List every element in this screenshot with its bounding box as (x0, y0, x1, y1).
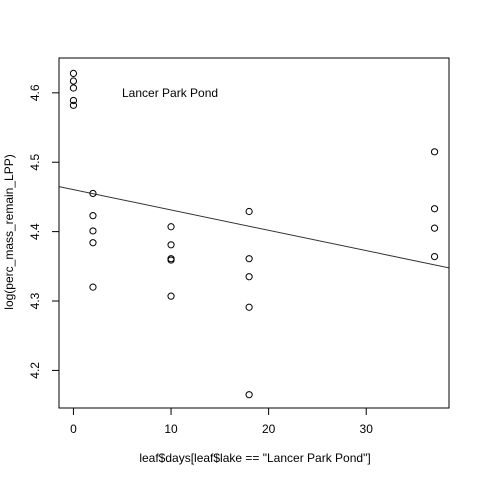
data-point (89, 239, 97, 247)
data-point (89, 227, 97, 235)
y-tick-label: 4.5 (28, 154, 42, 171)
x-tick-label: 0 (70, 422, 77, 436)
data-point (430, 205, 439, 213)
y-axis: 4.2 4.3 4.4 4.5 4.6 (28, 84, 60, 379)
data-point (430, 252, 439, 261)
data-point (69, 96, 78, 105)
data-point (167, 223, 175, 231)
data-points (69, 69, 439, 399)
x-axis-label: leaf$days[leaf$lake == "Lancer Park Pond… (139, 451, 370, 465)
x-tick-label: 30 (360, 422, 374, 436)
x-tick-label: 10 (164, 422, 178, 436)
data-point (167, 292, 175, 300)
data-point (89, 212, 97, 220)
regression-line (59, 186, 449, 269)
data-point (245, 391, 253, 399)
data-point (69, 84, 78, 92)
y-tick-label: 4.2 (28, 362, 42, 379)
plot-area (58, 57, 450, 409)
plot-frame (58, 57, 450, 409)
data-point (245, 273, 253, 281)
data-point (245, 303, 253, 311)
y-tick-label: 4.4 (28, 223, 42, 240)
data-point (245, 207, 253, 216)
data-point (245, 255, 253, 263)
plot-annotation: Lancer Park Pond (122, 86, 218, 100)
data-point (167, 241, 175, 249)
data-point (430, 148, 439, 156)
x-axis: 0 10 20 30 (70, 407, 374, 436)
y-tick-label: 4.3 (28, 292, 42, 309)
data-point (69, 69, 78, 78)
data-point (89, 189, 97, 198)
data-point (430, 224, 439, 232)
x-tick-label: 20 (262, 422, 276, 436)
data-point (89, 283, 97, 291)
y-tick-label: 4.6 (28, 84, 42, 101)
data-point (69, 101, 78, 109)
data-point (69, 77, 78, 85)
data-point (167, 256, 175, 264)
y-axis-label: log(perc_mass_remain_LPP) (2, 154, 16, 309)
